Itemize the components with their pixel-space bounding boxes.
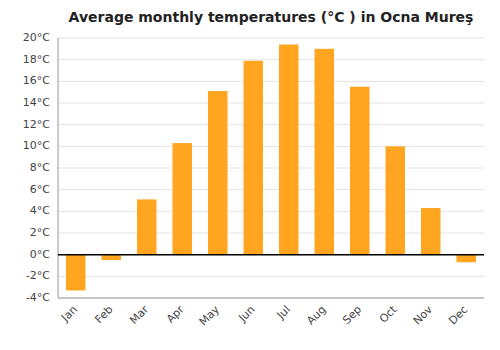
grid-line bbox=[58, 59, 484, 60]
bars bbox=[66, 45, 476, 291]
x-tick-label: Feb bbox=[93, 303, 116, 326]
y-tick-label: 14°C bbox=[23, 96, 50, 109]
y-tick-label: 6°C bbox=[30, 183, 50, 196]
bar bbox=[208, 91, 228, 255]
bar bbox=[350, 87, 370, 255]
x-tick-label: Jan bbox=[58, 303, 80, 325]
grid-line bbox=[58, 124, 484, 125]
y-tick-label: 10°C bbox=[23, 139, 50, 152]
grid-line bbox=[58, 189, 484, 190]
grid-line bbox=[58, 211, 484, 212]
grid-line bbox=[58, 146, 484, 147]
bar bbox=[101, 255, 121, 260]
title: Average monthly temperatures (°C ) in Oc… bbox=[69, 9, 474, 25]
bar bbox=[66, 255, 86, 291]
y-tick-label: 12°C bbox=[23, 118, 50, 131]
y-tick-label: -2°C bbox=[26, 269, 50, 282]
grid-line bbox=[58, 38, 484, 39]
x-tick-label: May bbox=[197, 303, 223, 329]
bar bbox=[421, 208, 441, 255]
y-axis: -4°C -2°C 0°C 2°C 4°C 6°C 8°C 10°C 12°C 14°C 16°C 1… bbox=[23, 31, 50, 304]
bar bbox=[172, 143, 192, 255]
grid-line bbox=[58, 81, 484, 82]
grid bbox=[58, 38, 484, 298]
x-tick-label: Sep bbox=[340, 303, 364, 327]
bar bbox=[385, 146, 405, 254]
x-tick-label: Mar bbox=[127, 303, 151, 327]
y-tick-label: 8°C bbox=[30, 161, 50, 174]
bar bbox=[456, 255, 476, 263]
x-tick-label: Oct bbox=[377, 303, 400, 326]
x-axis: Jan Feb Mar Apr May Jun Jul Aug Sep Oct Nov Dec bbox=[58, 303, 470, 329]
x-axis-line bbox=[58, 298, 484, 299]
bar bbox=[314, 49, 334, 255]
y-tick-label: 20°C bbox=[23, 31, 50, 44]
grid-line bbox=[58, 233, 484, 234]
y-tick-label: 4°C bbox=[30, 204, 50, 217]
bar bbox=[137, 199, 157, 254]
x-tick-label: Aug bbox=[304, 303, 328, 327]
grid-line bbox=[58, 298, 484, 299]
bar bbox=[243, 61, 263, 255]
y-tick-label: 0°C bbox=[30, 248, 50, 261]
chart-svg: -4°C -2°C 0°C 2°C 4°C 6°C 8°C 10°C 12°C 14°C 16°C 1… bbox=[0, 0, 500, 350]
y-tick-label: 2°C bbox=[30, 226, 50, 239]
y-axis-line bbox=[58, 38, 59, 298]
x-tick-label: Dec bbox=[446, 303, 470, 327]
bar bbox=[279, 45, 299, 255]
chart-container: -4°C -2°C 0°C 2°C 4°C 6°C 8°C 10°C 12°C 14°C 16°C 1… bbox=[0, 0, 500, 350]
x-tick-label: Apr bbox=[164, 303, 187, 326]
x-tick-label: Jun bbox=[235, 303, 257, 325]
grid-line bbox=[58, 103, 484, 104]
x-tick-label: Jul bbox=[274, 303, 293, 322]
grid-line bbox=[58, 276, 484, 277]
grid-line bbox=[58, 254, 484, 255]
zero-line bbox=[58, 254, 484, 256]
x-tick-label: Nov bbox=[411, 303, 436, 328]
y-tick-label: -4°C bbox=[26, 291, 50, 304]
y-tick-label: 16°C bbox=[23, 74, 50, 87]
grid-line bbox=[58, 168, 484, 169]
y-tick-label: 18°C bbox=[23, 53, 50, 66]
